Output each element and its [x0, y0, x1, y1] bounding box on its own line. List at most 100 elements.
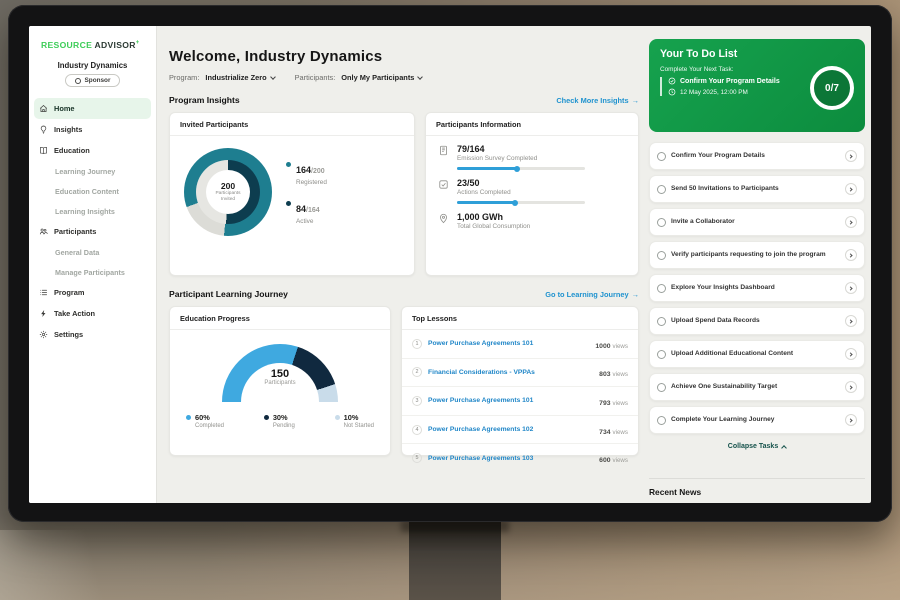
task-list: Confirm Your Program Details Send 50 Inv… — [649, 142, 865, 434]
participants-select[interactable]: Only My Participants — [341, 73, 424, 82]
gauge-center: 150 Participants — [222, 368, 338, 386]
logo-advisor: ADVISOR — [94, 40, 136, 50]
legend-dot — [263, 415, 269, 420]
task-item[interactable]: Send 50 Invitations to Participants — [649, 175, 865, 203]
link-label: Check More Insights — [556, 95, 629, 105]
task-item[interactable]: Invite a Collaborator — [649, 208, 865, 236]
task-checkbox[interactable] — [657, 217, 666, 227]
lesson-rank: 1 — [412, 338, 422, 349]
list-icon — [39, 289, 48, 296]
top-lessons-card: Top Lessons 1 Power Purchase Agreements … — [401, 306, 639, 464]
task-item[interactable]: Upload Spend Data Records — [649, 307, 865, 335]
sidebar-item-education-content[interactable]: Education Content — [29, 181, 156, 201]
sidebar-item-participants[interactable]: Participants — [29, 221, 156, 242]
gear-icon — [39, 330, 48, 339]
task-checkbox[interactable] — [657, 184, 666, 194]
task-chevron-button[interactable] — [845, 414, 857, 426]
collapse-tasks-link[interactable]: Collapse Tasks — [649, 443, 865, 451]
donut-center-value: 200 — [220, 181, 236, 192]
task-checkbox[interactable] — [657, 283, 666, 293]
task-chevron-button[interactable] — [845, 381, 857, 393]
recent-news-section: Recent News — [649, 478, 865, 497]
progress-bar — [457, 199, 585, 206]
arrow-right-icon: → — [631, 289, 639, 299]
sidebar-item-settings[interactable]: Settings — [29, 324, 156, 345]
invited-donut-area: 200 Participants Invited 164/200 — [170, 136, 414, 236]
sidebar-item-home[interactable]: Home — [34, 98, 151, 119]
home-icon — [39, 104, 48, 112]
task-checkbox[interactable] — [657, 316, 666, 326]
invited-participants-donut: 200 Participants Invited — [184, 148, 272, 236]
legend-dot — [286, 161, 291, 167]
task-chevron-button[interactable] — [845, 249, 857, 261]
task-item[interactable]: Complete Your Learning Journey — [649, 406, 865, 434]
chevron-right-icon — [848, 252, 853, 258]
task-item[interactable]: Achieve One Sustainability Target — [649, 373, 865, 401]
task-label: Verify participants requesting to join t… — [671, 250, 826, 258]
check-more-insights-link[interactable]: Check More Insights → — [556, 96, 639, 105]
logo-resource: RESOURCE — [41, 40, 93, 50]
lesson-link[interactable]: Power Purchase Agreements 102 — [428, 426, 534, 434]
task-chevron-button[interactable] — [845, 282, 857, 294]
task-chevron-button[interactable] — [845, 150, 857, 162]
lesson-link[interactable]: Power Purchase Agreements 103 — [428, 454, 534, 462]
legend-active: 84/164 Active — [286, 199, 327, 225]
nav-label: General Data — [55, 247, 100, 257]
sidebar-item-learning-insights[interactable]: Learning Insights — [29, 201, 156, 221]
education-progress-gauge: 150 Participants — [222, 344, 338, 402]
progress-bar — [457, 165, 585, 172]
stat-label: Emission Survey Completed — [457, 155, 538, 162]
legend-total: /164 — [306, 206, 320, 214]
task-chevron-button[interactable] — [845, 315, 857, 327]
legend-value: 164 — [296, 164, 312, 175]
sidebar-item-general-data[interactable]: General Data — [29, 242, 156, 262]
task-item[interactable]: Upload Additional Educational Content — [649, 340, 865, 368]
nav-label: Insights — [54, 125, 83, 134]
task-checkbox[interactable] — [657, 415, 666, 425]
legend-dot — [186, 415, 191, 420]
task-checkbox[interactable] — [657, 250, 666, 260]
org-name: Industry Dynamics — [57, 61, 128, 70]
task-label: Confirm Your Program Details — [671, 151, 765, 159]
sidebar-item-take-action[interactable]: Take Action — [29, 303, 156, 324]
logo-plus: + — [135, 40, 140, 47]
sidebar-item-education[interactable]: Education — [29, 140, 156, 161]
sidebar-item-learning-journey[interactable]: Learning Journey — [29, 161, 156, 181]
invited-participants-donut-inner: 200 Participants Invited — [196, 160, 260, 224]
main-content: Welcome, Industry Dynamics Program: Indu… — [157, 26, 649, 503]
task-item[interactable]: Confirm Your Program Details — [649, 142, 865, 170]
survey-icon — [440, 145, 447, 156]
chevron-right-icon — [848, 285, 853, 291]
chevron-up-icon — [781, 444, 788, 451]
card-title: Participants Information — [426, 113, 638, 136]
sidebar-item-manage-participants[interactable]: Manage Participants — [29, 262, 156, 282]
task-label: Complete Your Learning Journey — [671, 415, 775, 423]
link-label: Go to Learning Journey — [545, 289, 629, 299]
go-to-learning-journey-link[interactable]: Go to Learning Journey → — [545, 290, 639, 299]
legend-label: Completed — [195, 423, 225, 429]
filters-row: Program: Industrialize Zero Participants… — [169, 73, 639, 82]
sidebar-item-program[interactable]: Program — [29, 282, 156, 303]
task-item[interactable]: Explore Your Insights Dashboard — [649, 274, 865, 302]
task-item[interactable]: Verify participants requesting to join t… — [649, 241, 865, 269]
sidebar-item-insights[interactable]: Insights — [29, 119, 156, 140]
lesson-link[interactable]: Power Purchase Agreements 101 — [428, 397, 534, 405]
program-insights-header: Program Insights Check More Insights → — [169, 95, 639, 105]
gauge-center-label: Participants — [264, 380, 296, 386]
lesson-link[interactable]: Financial Considerations - VPPAs — [428, 368, 535, 376]
task-chevron-button[interactable] — [845, 216, 857, 228]
nav-label: Take Action — [54, 309, 96, 318]
task-checkbox[interactable] — [657, 349, 666, 359]
program-select-value: Industrialize Zero — [205, 73, 267, 82]
task-label: Upload Additional Educational Content — [671, 349, 794, 357]
program-select[interactable]: Industrialize Zero — [205, 73, 276, 82]
participants-select-value: Only My Participants — [341, 73, 415, 82]
check-circle-icon — [668, 77, 676, 85]
task-chevron-button[interactable] — [845, 183, 857, 195]
task-checkbox[interactable] — [657, 382, 666, 392]
task-checkbox[interactable] — [657, 151, 666, 161]
task-chevron-button[interactable] — [845, 348, 857, 360]
donut-center: 200 Participants Invited — [206, 170, 250, 214]
stat-global-consumption: 1,000 GWh Total Global Consumption — [426, 204, 638, 230]
lesson-link[interactable]: Power Purchase Agreements 101 — [428, 340, 534, 348]
